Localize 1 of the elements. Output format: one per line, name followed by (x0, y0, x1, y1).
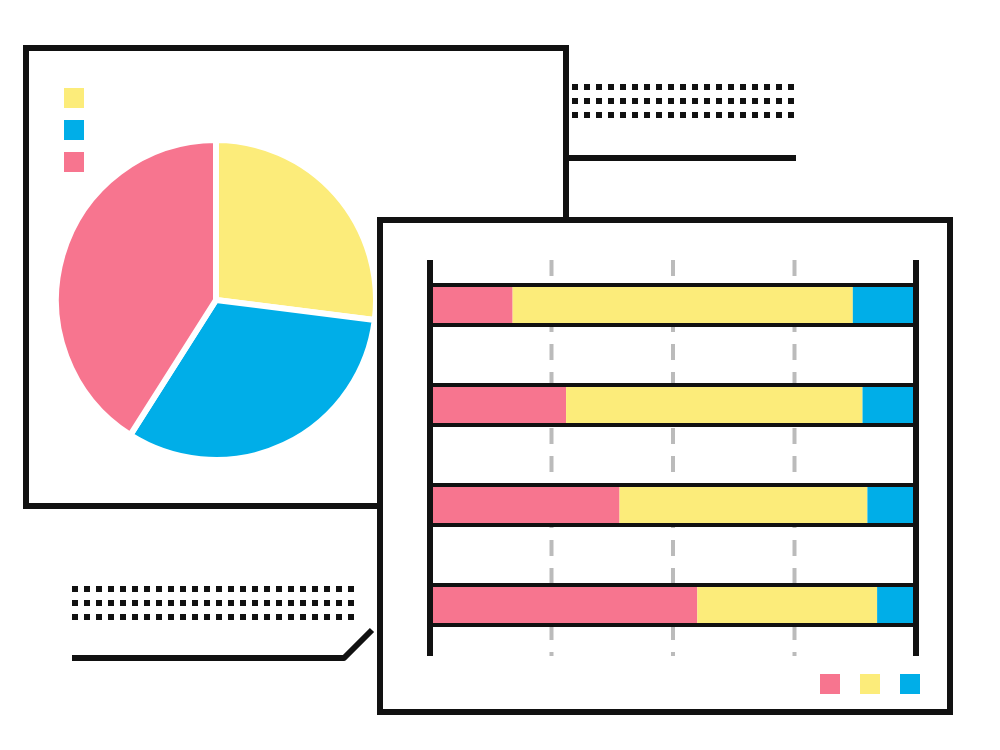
bar (566, 385, 863, 425)
